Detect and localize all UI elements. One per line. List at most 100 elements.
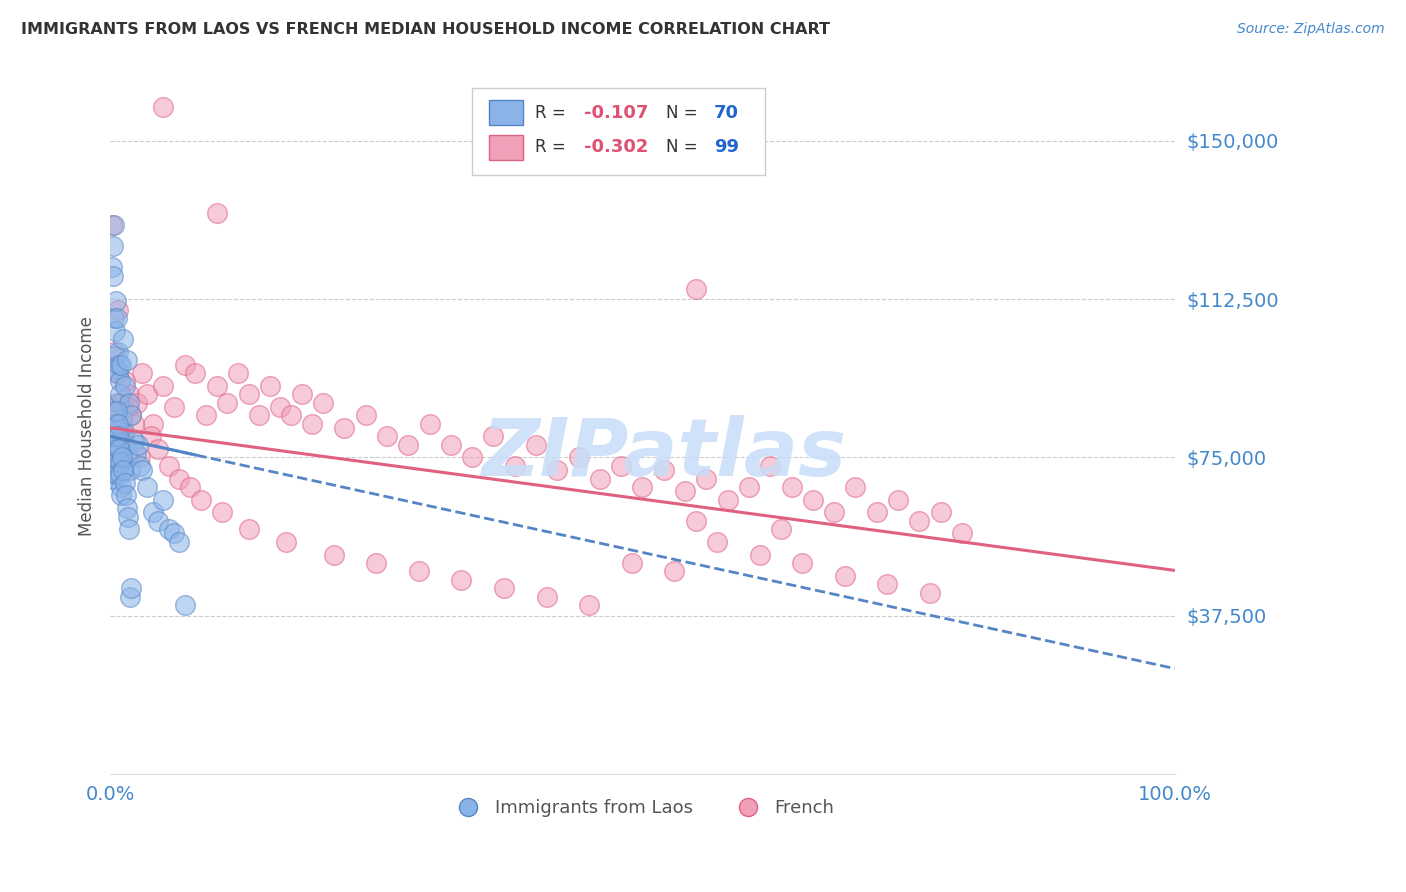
Point [908, 514, 931, 528]
Point [112, 425, 135, 439]
Point [194, 409, 217, 423]
Point [706, 535, 728, 549]
Point [118, 387, 141, 401]
Point [110, 417, 132, 431]
Point [333, 421, 356, 435]
Point [366, 556, 388, 570]
Point [117, 450, 139, 465]
Point [866, 505, 889, 519]
Point [190, 492, 212, 507]
Point [211, 505, 233, 519]
Point [169, 535, 191, 549]
Point [105, 455, 128, 469]
Point [117, 509, 139, 524]
Point [503, 458, 526, 473]
Point [111, 425, 134, 439]
Point [146, 442, 169, 456]
Point [184, 366, 207, 380]
Text: 99: 99 [714, 138, 738, 156]
Point [105, 395, 128, 409]
Point [105, 361, 128, 376]
Text: IMMIGRANTS FROM LAOS VS FRENCH MEDIAN HOUSEHOLD INCOME CORRELATION CHART: IMMIGRANTS FROM LAOS VS FRENCH MEDIAN HO… [21, 22, 830, 37]
Point [950, 526, 973, 541]
Y-axis label: Median Household Income: Median Household Income [79, 316, 96, 536]
Point [918, 585, 941, 599]
Point [259, 378, 281, 392]
Point [695, 472, 717, 486]
Point [322, 548, 344, 562]
Point [270, 400, 292, 414]
Point [122, 434, 145, 448]
Point [100, 218, 122, 232]
Point [524, 438, 547, 452]
Point [546, 463, 568, 477]
Point [620, 556, 643, 570]
Point [115, 438, 138, 452]
Point [127, 438, 149, 452]
Point [157, 522, 180, 536]
Text: -0.107: -0.107 [583, 103, 648, 121]
Point [103, 268, 125, 283]
Point [131, 366, 153, 380]
Text: -0.302: -0.302 [583, 138, 648, 156]
Point [107, 358, 129, 372]
Point [120, 463, 142, 477]
Point [685, 281, 707, 295]
Point [129, 450, 152, 465]
Point [887, 492, 910, 507]
Text: N =: N = [666, 103, 697, 121]
Point [450, 573, 472, 587]
Point [291, 387, 314, 401]
Point [610, 458, 633, 473]
Text: ZIPatlas: ZIPatlas [481, 415, 846, 492]
Point [104, 442, 127, 456]
Point [205, 205, 228, 219]
Point [129, 458, 152, 473]
Point [578, 599, 600, 613]
Point [238, 522, 260, 536]
Point [108, 455, 131, 469]
Point [834, 568, 856, 582]
Point [664, 565, 686, 579]
Point [139, 429, 162, 443]
Point [103, 467, 125, 482]
Point [136, 387, 159, 401]
Point [844, 480, 866, 494]
Point [440, 438, 463, 452]
Point [118, 395, 141, 409]
Point [120, 409, 142, 423]
Point [136, 480, 159, 494]
Point [111, 412, 134, 426]
Point [110, 488, 132, 502]
Text: R =: R = [534, 103, 565, 121]
Point [717, 492, 740, 507]
Point [131, 463, 153, 477]
FancyBboxPatch shape [472, 88, 765, 175]
Point [101, 260, 124, 275]
Point [107, 344, 129, 359]
Point [354, 409, 377, 423]
Point [120, 582, 142, 596]
Point [108, 395, 131, 409]
Point [104, 349, 127, 363]
Point [108, 375, 131, 389]
Point [101, 429, 124, 443]
Text: 70: 70 [714, 103, 738, 121]
Point [217, 395, 239, 409]
Point [105, 404, 128, 418]
Point [408, 565, 430, 579]
Point [115, 353, 138, 368]
Point [107, 429, 129, 443]
Point [101, 442, 124, 456]
Point [823, 505, 845, 519]
Point [301, 417, 323, 431]
Point [114, 378, 136, 392]
Point [748, 548, 770, 562]
Point [101, 239, 124, 253]
Legend: Immigrants from Laos, French: Immigrants from Laos, French [443, 792, 842, 824]
Point [103, 409, 125, 423]
FancyBboxPatch shape [489, 136, 523, 160]
Point [110, 387, 132, 401]
Point [163, 526, 186, 541]
Point [280, 409, 302, 423]
